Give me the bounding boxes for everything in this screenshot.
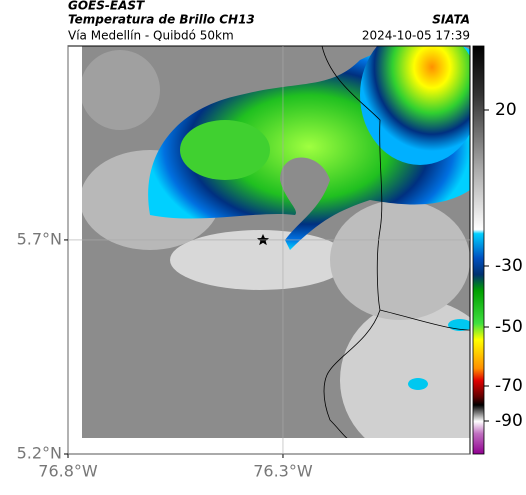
header: GOES-EAST Temperatura de Brillo CH13 SIA… [68,0,470,43]
colorbar [472,45,485,455]
agency: SIATA [432,13,470,27]
colorbar-label: -90 [495,411,523,431]
colorbar-label: -50 [495,317,523,337]
datetime: 2024-10-05 17:39 [362,29,470,43]
y-tick-label: 5.7°N [17,229,62,248]
x-tick-label: 76.3°W [253,462,313,481]
title: Temperatura de Brillo CH13 [68,13,255,27]
colorbar-label: -70 [495,376,523,396]
colorbar-label: 20 [495,100,517,120]
x-tick-label: 76.8°W [38,462,98,481]
subtitle: Vía Medellín - Quibdó 50km [68,29,234,43]
satellite-image [82,46,470,438]
source: GOES-EAST [68,0,145,13]
colorbar-label: -30 [495,256,523,276]
y-tick-label: 5.2°N [17,444,62,463]
